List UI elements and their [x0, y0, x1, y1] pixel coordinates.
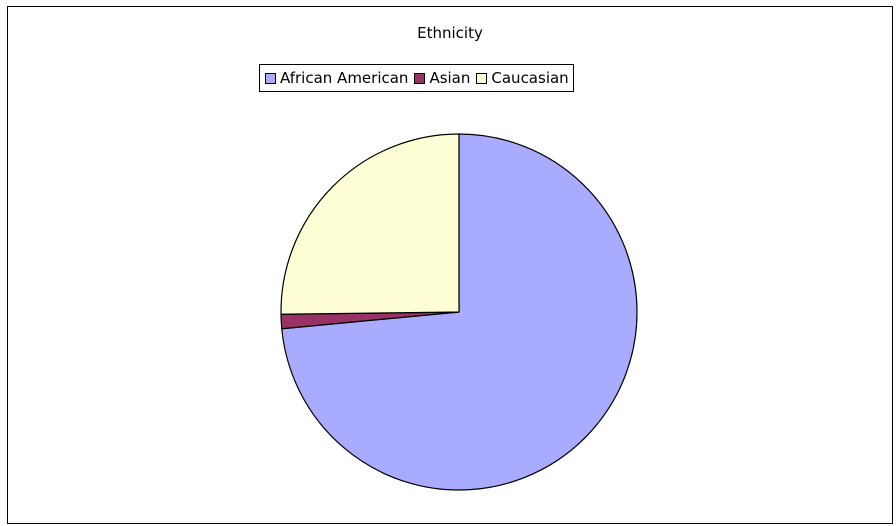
legend-swatch-asian: [414, 72, 426, 84]
legend-label-asian: Asian: [429, 69, 471, 87]
pie-chart: [280, 133, 638, 491]
chart-frame: Ethnicity African American Asian Caucasi…: [7, 6, 893, 524]
legend-label-african-american: African American: [280, 69, 409, 87]
chart-legend: African American Asian Caucasian: [259, 64, 574, 92]
legend-swatch-african-american: [265, 72, 276, 84]
legend-label-caucasian: Caucasian: [491, 69, 569, 87]
legend-entry-caucasian: Caucasian: [476, 69, 569, 87]
legend-entry-african-american: African American: [265, 69, 408, 87]
pie-slices: [280, 133, 638, 491]
legend-swatch-caucasian: [476, 72, 488, 84]
chart-title: Ethnicity: [417, 24, 483, 42]
pie-slice-caucasian: [280, 133, 460, 315]
legend-entry-asian: Asian: [414, 69, 470, 87]
